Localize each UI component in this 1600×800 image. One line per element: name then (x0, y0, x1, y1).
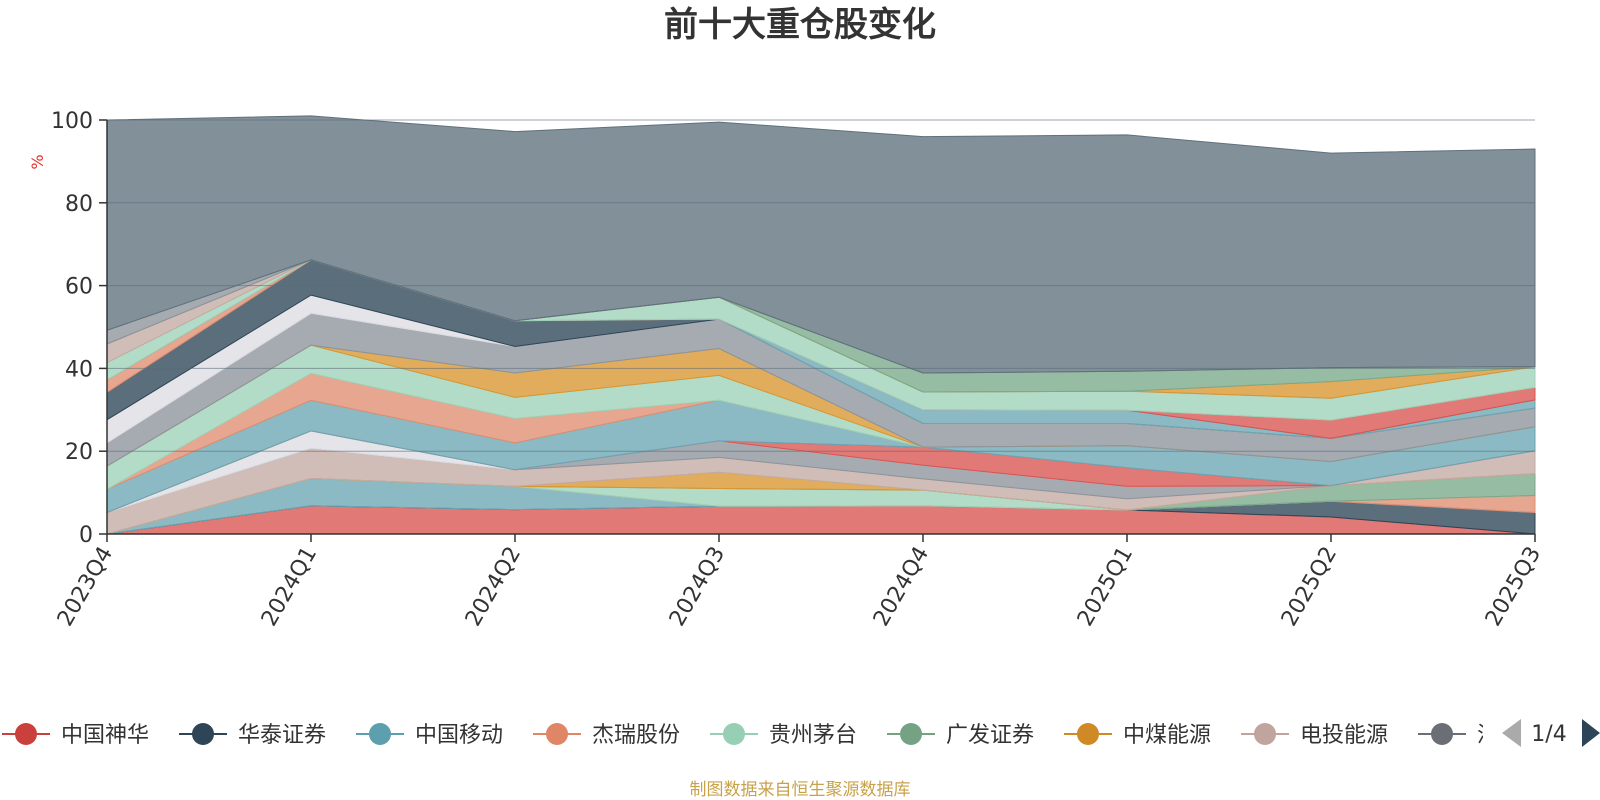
legend-marker (1431, 723, 1453, 745)
legend-label: 中煤能源 (1123, 723, 1211, 748)
legend-label: 贵州茅台 (769, 723, 857, 748)
legend-item[interactable]: 电投能源 (1241, 723, 1388, 748)
grid-lines (107, 119, 1535, 452)
x-tick-label: 2025Q2 (1277, 543, 1342, 631)
legend-label: 电投能源 (1300, 723, 1388, 748)
x-tick-label: 2023Q4 (53, 543, 118, 631)
legend[interactable]: 中国神华 华泰证券 中国移动 杰瑞股份 贵州茅台 广发证券 中煤能源 电投能源 汇 (2, 723, 1499, 748)
y-axis-ticks: 0 20 40 60 80 100 (51, 109, 107, 548)
x-tick-label: 2025Q1 (1073, 543, 1138, 631)
legend-prev-page-icon[interactable] (1502, 719, 1521, 747)
legend-item[interactable]: 杰瑞股份 (533, 723, 680, 748)
x-tick-label: 2025Q3 (1481, 543, 1546, 631)
x-tick-label: 2024Q3 (665, 543, 730, 631)
legend-label: 汇 (1477, 723, 1499, 748)
legend-marker (15, 723, 37, 745)
legend-marker (546, 723, 568, 745)
legend-next-page-icon[interactable] (1582, 719, 1600, 747)
legend-marker (1254, 723, 1276, 745)
data-source-note: 制图数据来自恒生聚源数据库 (690, 780, 911, 800)
legend-label: 杰瑞股份 (592, 723, 680, 748)
legend-item[interactable]: 中国移动 (356, 723, 503, 748)
legend-marker (723, 723, 745, 745)
legend-label: 中国移动 (415, 723, 503, 748)
legend-item[interactable]: 华泰证券 (179, 723, 326, 748)
legend-label: 中国神华 (61, 723, 149, 748)
legend-page-indicator: 1/4 (1531, 722, 1566, 747)
y-tick-label: 60 (65, 275, 93, 300)
y-tick-label: 100 (51, 109, 93, 134)
x-tick-label: 2024Q1 (257, 543, 322, 631)
legend-marker (369, 723, 391, 745)
y-axis-unit: % (28, 154, 47, 169)
legend-marker (900, 723, 922, 745)
legend-item[interactable]: 中煤能源 (1064, 723, 1211, 748)
legend-marker (1077, 723, 1099, 745)
y-tick-label: 40 (65, 357, 93, 382)
legend-item[interactable]: 贵州茅台 (710, 723, 857, 748)
legend-marker (192, 723, 214, 745)
axes (106, 120, 1535, 535)
legend-item[interactable]: 中国神华 (2, 723, 149, 748)
area-series-27[interactable] (106, 115, 1536, 374)
legend-pager: 1/4 (1502, 719, 1600, 747)
x-tick-label: 2024Q4 (869, 543, 934, 631)
legend-label: 华泰证券 (238, 723, 326, 748)
x-tick-label: 2024Q2 (461, 543, 526, 631)
y-tick-label: 0 (79, 523, 93, 548)
legend-item[interactable]: 汇 (1418, 723, 1499, 748)
y-tick-label: 20 (65, 440, 93, 465)
legend-item[interactable]: 广发证券 (887, 723, 1034, 748)
x-axis-ticks: 2023Q4 2024Q1 2024Q2 2024Q3 2024Q4 2025Q1 2025… (53, 534, 1546, 631)
area-series-group (106, 115, 1536, 535)
legend-label: 广发证券 (946, 723, 1034, 748)
chart-title: 前十大重仓股变化 (664, 5, 936, 45)
y-tick-label: 80 (65, 192, 93, 217)
